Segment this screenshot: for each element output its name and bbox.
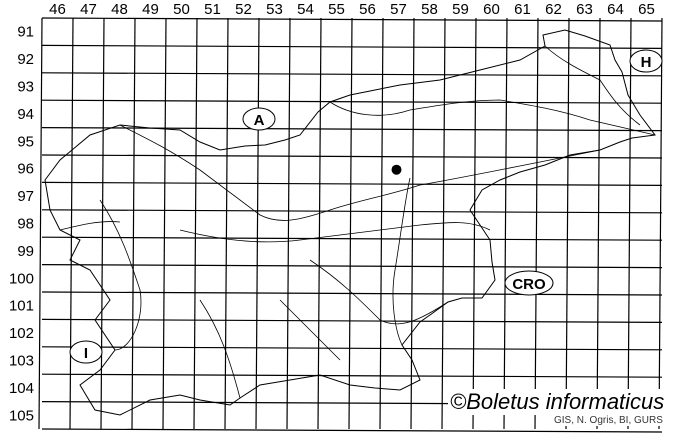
label-italy: I xyxy=(69,340,103,364)
grid-row-line xyxy=(41,236,663,241)
row-label: 100 xyxy=(9,270,34,287)
svg-text:I: I xyxy=(84,345,88,362)
grid-column-line xyxy=(131,17,136,430)
column-label: 57 xyxy=(390,1,407,18)
grid-column-line xyxy=(100,17,105,430)
column-label: 65 xyxy=(638,1,655,18)
grid-column-line xyxy=(565,17,570,430)
grid-row-line xyxy=(41,318,663,323)
column-label: 55 xyxy=(328,1,345,18)
grid-column-line xyxy=(627,17,632,430)
grid-column-line xyxy=(534,17,539,430)
row-label: 102 xyxy=(9,325,34,342)
row-label: 103 xyxy=(9,353,34,370)
column-label: 51 xyxy=(204,1,221,18)
svg-text:CRO: CRO xyxy=(512,276,546,293)
copyright-text: ©Boletus informaticus xyxy=(448,389,667,415)
row-label: 101 xyxy=(9,298,34,315)
label-hungary: H xyxy=(629,49,663,73)
grid-column-line xyxy=(162,17,167,430)
svg-text:A: A xyxy=(254,112,265,129)
column-label: 61 xyxy=(514,1,531,18)
column-label: 49 xyxy=(142,1,159,18)
grid-row-line xyxy=(41,17,663,22)
row-label: 92 xyxy=(17,51,34,68)
grid-row-line xyxy=(41,346,663,351)
column-label: 59 xyxy=(452,1,469,18)
grid-column-line xyxy=(472,17,477,430)
grid-column-line xyxy=(348,17,353,430)
row-label: 93 xyxy=(17,79,34,96)
country-border xyxy=(44,29,656,416)
column-label: 52 xyxy=(235,1,252,18)
grid-row-line xyxy=(41,154,663,159)
grid-column-line xyxy=(255,17,260,430)
column-label: 53 xyxy=(266,1,283,18)
grid-column-line xyxy=(410,17,415,430)
grid-column-line xyxy=(286,17,291,430)
label-croatia: CRO xyxy=(504,270,554,296)
column-label: 60 xyxy=(483,1,500,18)
column-label: 47 xyxy=(80,1,97,18)
record-dot xyxy=(391,164,402,175)
column-label: 46 xyxy=(49,1,66,18)
row-label: 91 xyxy=(17,24,34,41)
column-label: 63 xyxy=(576,1,593,18)
grid-column-line xyxy=(224,17,229,430)
grid-column-line xyxy=(38,17,43,430)
grid-column-line xyxy=(193,17,198,430)
row-label: 95 xyxy=(17,133,34,150)
row-label: 99 xyxy=(17,243,34,260)
column-label: 54 xyxy=(297,1,314,18)
grid-column-line xyxy=(317,17,322,430)
grid-row-line xyxy=(41,44,663,49)
row-label: 104 xyxy=(9,380,34,397)
row-label: 97 xyxy=(17,188,34,205)
grid-row-line xyxy=(41,264,663,269)
grid-column-line xyxy=(596,17,601,430)
grid-column-line xyxy=(441,17,446,430)
column-label: 64 xyxy=(607,1,624,18)
column-label: 62 xyxy=(545,1,562,18)
svg-text:H: H xyxy=(641,54,652,71)
grid-column-line xyxy=(658,17,663,430)
column-label: 58 xyxy=(421,1,438,18)
grid-row-line xyxy=(41,209,663,214)
row-label: 96 xyxy=(17,161,34,178)
grid-column-line xyxy=(379,17,384,430)
grid-row-line xyxy=(41,99,663,104)
rivers xyxy=(59,45,656,399)
grid-column-line xyxy=(69,17,74,430)
column-label: 48 xyxy=(111,1,128,18)
label-austria: A xyxy=(242,107,276,131)
row-label: 98 xyxy=(17,216,34,233)
grid-row-line xyxy=(41,428,663,433)
grid-row-line xyxy=(41,127,663,132)
row-label: 105 xyxy=(9,407,34,424)
row-label: 94 xyxy=(17,106,34,123)
grid-row-line xyxy=(41,291,663,296)
grid-row-line xyxy=(41,373,663,378)
grid-row-line xyxy=(41,72,663,77)
grid-row-line xyxy=(41,181,663,186)
grid-lines xyxy=(38,17,663,433)
credit-text: GIS, N. Ogris, BI, GURS xyxy=(554,415,663,426)
grid-column-line xyxy=(503,17,508,430)
column-label: 56 xyxy=(359,1,376,18)
column-label: 50 xyxy=(173,1,190,18)
